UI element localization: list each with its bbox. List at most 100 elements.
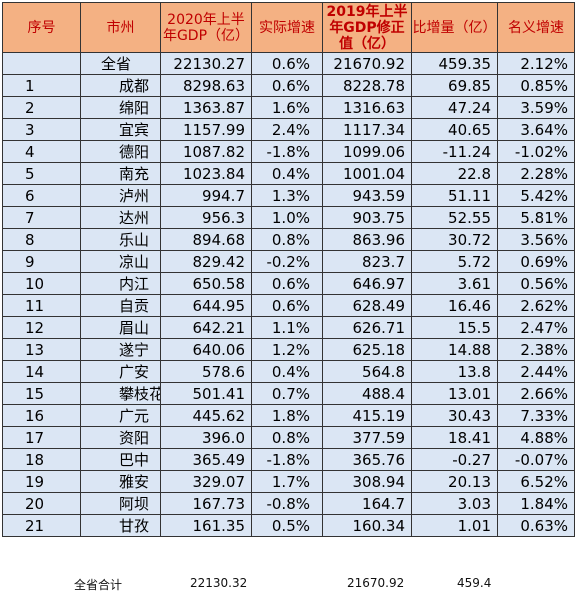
cell-city: 自贡 — [80, 294, 161, 317]
cell-city: 巴中 — [80, 448, 161, 471]
cell-city: 阿坝 — [80, 492, 161, 515]
cell-index: 7 — [2, 206, 81, 229]
cell-gdp-2019: 564.8 — [322, 360, 412, 383]
cell-index: 14 — [2, 360, 81, 383]
header-city: 市州 — [80, 2, 161, 53]
cell-city: 眉山 — [80, 316, 161, 339]
cell-increase: 30.43 — [411, 404, 498, 427]
cell-gdp-2019: 160.34 — [322, 514, 412, 537]
cell-real-growth: 0.4% — [251, 360, 323, 383]
cell-index: 15 — [2, 382, 81, 405]
cell-index: 11 — [2, 294, 81, 317]
table-row: 3 宜宾 1157.99 2.4% 1117.34 40.65 3.64% — [2, 118, 575, 141]
cell-index: 4 — [2, 140, 81, 163]
cell-index: 6 — [2, 184, 81, 207]
cell-gdp-2020: 396.0 — [160, 426, 252, 449]
cell-index: 5 — [2, 162, 81, 185]
cell-city: 达州 — [80, 206, 161, 229]
header-gdp-2020: 2020年上半年GDP（亿） — [160, 2, 252, 53]
footer-gdp-2020-total: 22130.32 — [190, 576, 248, 590]
cell-gdp-2019: 823.7 — [322, 250, 412, 273]
cell-increase: 16.46 — [411, 294, 498, 317]
cell-nominal-growth: 4.88% — [497, 426, 575, 449]
cell-increase: 51.11 — [411, 184, 498, 207]
cell-nominal-growth: 3.64% — [497, 118, 575, 141]
cell-index: 19 — [2, 470, 81, 493]
table-row: 1 成都 8298.63 0.6% 8228.78 69.85 0.85% — [2, 74, 575, 97]
cell-gdp-2019: 626.71 — [322, 316, 412, 339]
cell-nominal-growth: 7.33% — [497, 404, 575, 427]
cell-gdp-2020: 445.62 — [160, 404, 252, 427]
cell-increase: 1.01 — [411, 514, 498, 537]
cell-nominal-growth: 2.66% — [497, 382, 575, 405]
cell-increase: 3.61 — [411, 272, 498, 295]
table-row: 17 资阳 396.0 0.8% 377.59 18.41 4.88% — [2, 426, 575, 449]
cell-gdp-2020: 650.58 — [160, 272, 252, 295]
cell-gdp-2020: 578.6 — [160, 360, 252, 383]
cell-gdp-2019: 646.97 — [322, 272, 412, 295]
cell-city: 凉山 — [80, 250, 161, 273]
cell-real-growth: 2.4% — [251, 118, 323, 141]
table-body: 全省 22130.27 0.6% 21670.92 459.35 2.12% 1 成都 8298… — [2, 52, 575, 537]
cell-increase: 5.72 — [411, 250, 498, 273]
cell-city: 德阳 — [80, 140, 161, 163]
cell-real-growth: 0.6% — [251, 272, 323, 295]
gdp-table: 序号 市州 2020年上半年GDP（亿） 实际增速 2019年上半年GDP修正值… — [2, 2, 575, 537]
cell-gdp-2020: 22130.27 — [160, 52, 252, 75]
cell-real-growth: 0.4% — [251, 162, 323, 185]
cell-index: 9 — [2, 250, 81, 273]
table-row: 19 雅安 329.07 1.7% 308.94 20.13 6.52% — [2, 470, 575, 493]
cell-increase: 3.03 — [411, 492, 498, 515]
table-row: 14 广安 578.6 0.4% 564.8 13.8 2.44% — [2, 360, 575, 383]
cell-nominal-growth: 2.44% — [497, 360, 575, 383]
cell-city: 乐山 — [80, 228, 161, 251]
cell-gdp-2019: 863.96 — [322, 228, 412, 251]
cell-real-growth: 0.6% — [251, 74, 323, 97]
cell-city: 甘孜 — [80, 514, 161, 537]
cell-nominal-growth: 2.38% — [497, 338, 575, 361]
cell-index: 21 — [2, 514, 81, 537]
cell-gdp-2019: 8228.78 — [322, 74, 412, 97]
cell-gdp-2019: 21670.92 — [322, 52, 412, 75]
cell-gdp-2019: 943.59 — [322, 184, 412, 207]
cell-gdp-2020: 329.07 — [160, 470, 252, 493]
cell-nominal-growth: 6.52% — [497, 470, 575, 493]
cell-nominal-growth: 0.63% — [497, 514, 575, 537]
cell-city: 攀枝花 — [80, 382, 161, 405]
cell-real-growth: 0.7% — [251, 382, 323, 405]
cell-nominal-growth: 5.81% — [497, 206, 575, 229]
cell-gdp-2020: 829.42 — [160, 250, 252, 273]
table-row: 9 凉山 829.42 -0.2% 823.7 5.72 0.69% — [2, 250, 575, 273]
cell-real-growth: 0.5% — [251, 514, 323, 537]
header-nominal-growth: 名义增速 — [497, 2, 575, 53]
cell-gdp-2019: 1316.63 — [322, 96, 412, 119]
cell-city: 泸州 — [80, 184, 161, 207]
cell-real-growth: 0.6% — [251, 294, 323, 317]
cell-increase: 30.72 — [411, 228, 498, 251]
table-row: 21 甘孜 161.35 0.5% 160.34 1.01 0.63% — [2, 514, 575, 537]
cell-nominal-growth: 0.85% — [497, 74, 575, 97]
table-row: 全省 22130.27 0.6% 21670.92 459.35 2.12% — [2, 52, 575, 75]
cell-city: 广元 — [80, 404, 161, 427]
cell-gdp-2019: 164.7 — [322, 492, 412, 515]
cell-increase: 13.01 — [411, 382, 498, 405]
table-row: 18 巴中 365.49 -1.8% 365.76 -0.27 -0.07% — [2, 448, 575, 471]
table-row: 6 泸州 994.7 1.3% 943.59 51.11 5.42% — [2, 184, 575, 207]
cell-real-growth: 1.1% — [251, 316, 323, 339]
header-gdp-2019: 2019年上半年GDP修正值（亿） — [322, 2, 412, 53]
cell-gdp-2019: 1001.04 — [322, 162, 412, 185]
cell-index: 20 — [2, 492, 81, 515]
cell-gdp-2020: 8298.63 — [160, 74, 252, 97]
cell-gdp-2020: 1087.82 — [160, 140, 252, 163]
cell-city: 遂宁 — [80, 338, 161, 361]
cell-increase: 459.35 — [411, 52, 498, 75]
cell-city: 广安 — [80, 360, 161, 383]
cell-nominal-growth: 5.42% — [497, 184, 575, 207]
cell-real-growth: -1.8% — [251, 448, 323, 471]
cell-nominal-growth: -1.02% — [497, 140, 575, 163]
cell-index — [2, 52, 81, 75]
cell-gdp-2019: 488.4 — [322, 382, 412, 405]
cell-increase: 20.13 — [411, 470, 498, 493]
cell-city: 宜宾 — [80, 118, 161, 141]
cell-real-growth: -1.8% — [251, 140, 323, 163]
